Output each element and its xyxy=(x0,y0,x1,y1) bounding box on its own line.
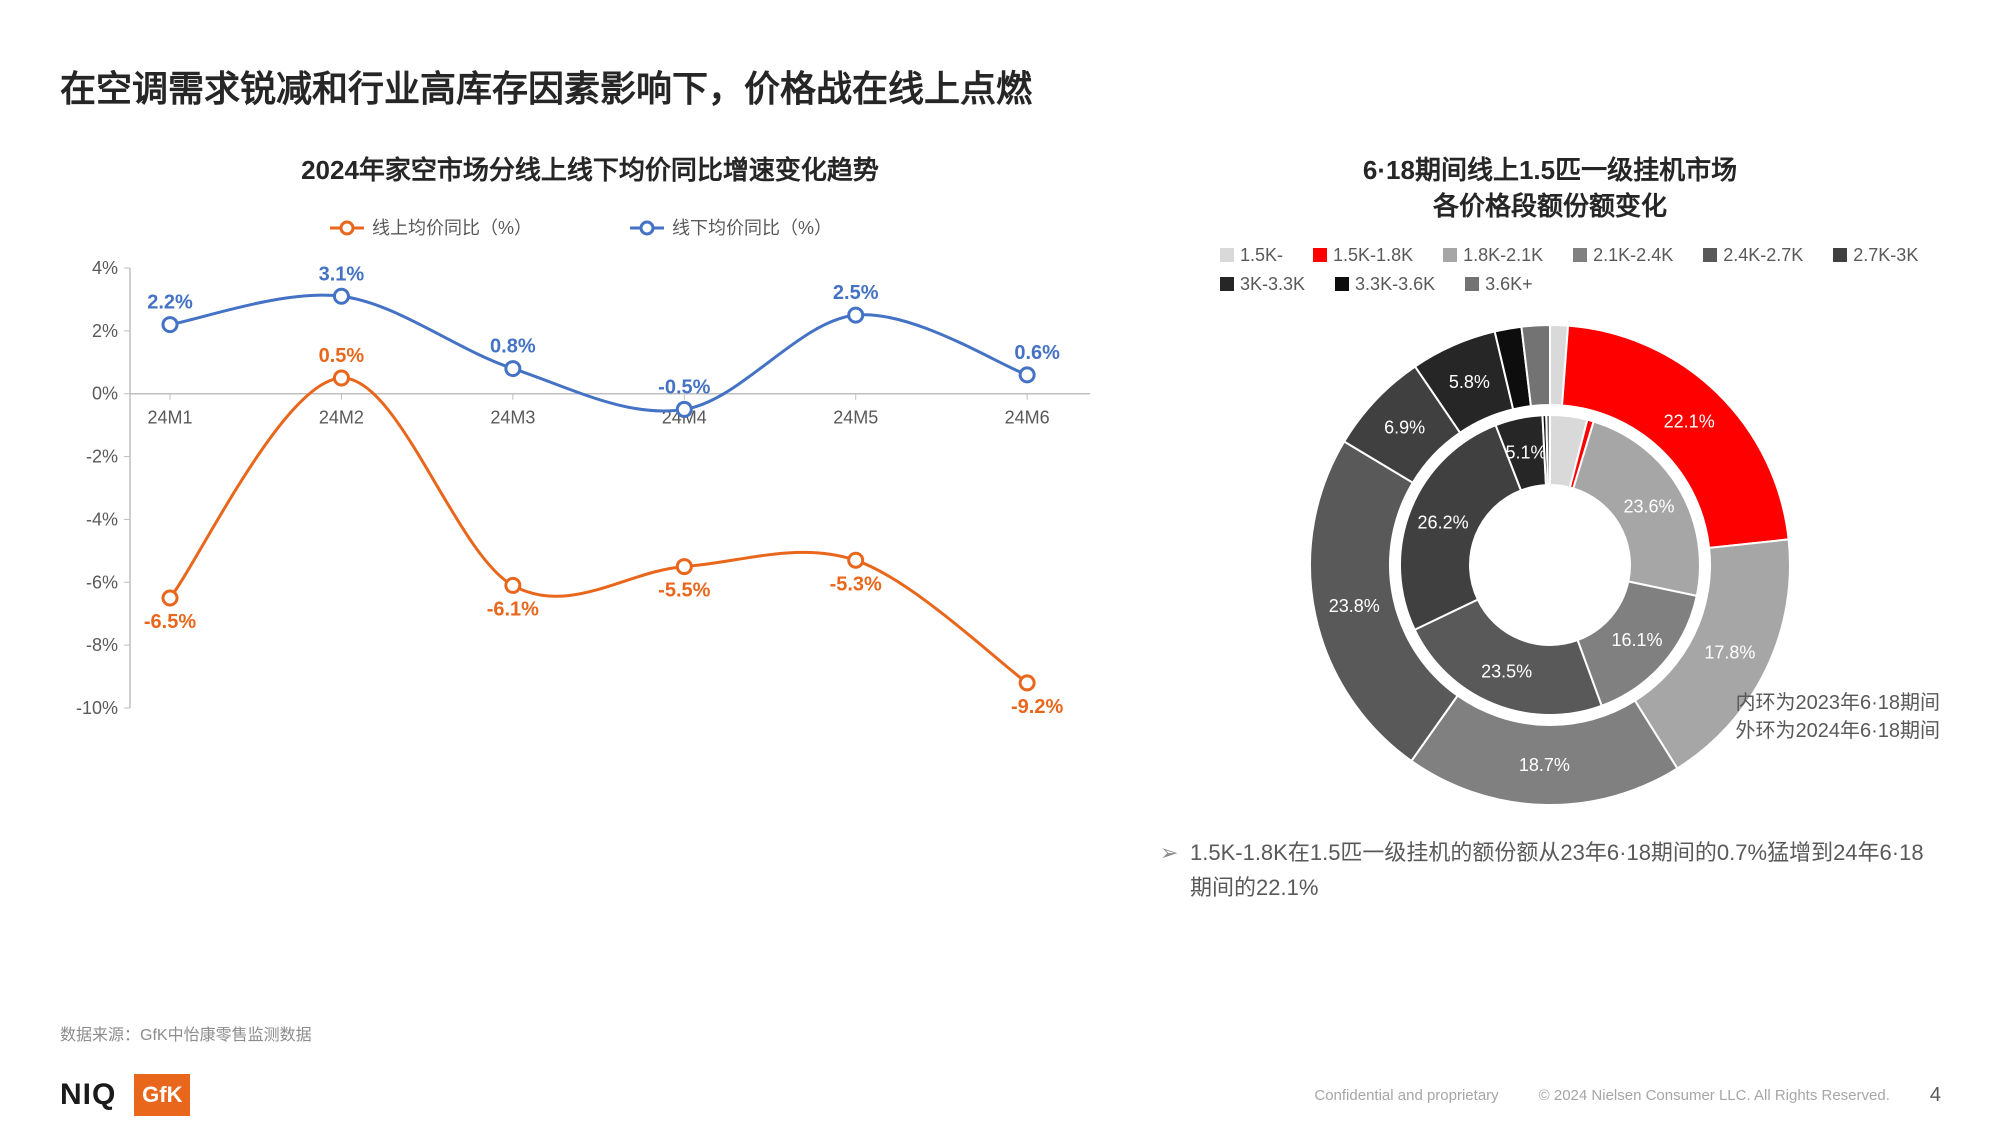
donut-legend: 1.5K- 1.5K-1.8K 1.8K-2.1K 2.1K-2.4K 2.4K-2.7… xyxy=(1160,245,1940,295)
svg-text:-2%: -2% xyxy=(86,447,118,467)
svg-text:17.8%: 17.8% xyxy=(1704,642,1755,662)
svg-text:-5.5%: -5.5% xyxy=(658,580,710,602)
legend-item: 3.3K-3.6K xyxy=(1335,274,1435,295)
svg-text:2.5%: 2.5% xyxy=(833,283,879,305)
donut-chart-panel: 6·18期间线上1.5匹一级挂机市场 各价格段额份额变化 1.5K- 1.5K-1… xyxy=(1160,152,1940,905)
source-note: 数据来源：GfK中怡康零售监测数据 xyxy=(60,1021,312,1045)
svg-text:-6%: -6% xyxy=(86,573,118,593)
svg-text:-10%: -10% xyxy=(76,698,118,718)
svg-text:-4%: -4% xyxy=(86,510,118,530)
svg-text:16.1%: 16.1% xyxy=(1611,630,1662,650)
legend-item: 2.4K-2.7K xyxy=(1703,245,1803,266)
svg-text:-9.2%: -9.2% xyxy=(1011,696,1063,718)
legend-item: 2.1K-2.4K xyxy=(1573,245,1673,266)
legend-item: 1.5K-1.8K xyxy=(1313,245,1413,266)
svg-text:5.1%: 5.1% xyxy=(1505,442,1546,462)
svg-text:2%: 2% xyxy=(92,321,118,341)
svg-text:24M5: 24M5 xyxy=(833,408,878,428)
confidential-text: Confidential and proprietary xyxy=(1314,1087,1498,1104)
svg-text:24M1: 24M1 xyxy=(147,408,192,428)
svg-text:0.5%: 0.5% xyxy=(319,345,365,367)
line-chart: -10%-8%-6%-4%-2%0%2%4%24M124M224M324M424… xyxy=(60,208,1120,768)
svg-text:-6.1%: -6.1% xyxy=(487,599,539,621)
donut-chart-title: 6·18期间线上1.5匹一级挂机市场 各价格段额份额变化 xyxy=(1160,152,1940,225)
donut-chart: 22.1% 17.8% 18.7% 23.8% 6.9% 5.8% 23.6% 16.1% 23… xyxy=(1290,305,1810,825)
legend-item: 3.6K+ xyxy=(1465,274,1533,295)
svg-text:-5.3%: -5.3% xyxy=(830,574,882,596)
page-number: 4 xyxy=(1930,1084,1941,1107)
footer: NIQ GfK Confidential and proprietary © 2… xyxy=(0,1065,2001,1125)
svg-text:23.5%: 23.5% xyxy=(1481,661,1532,681)
svg-text:-6.5%: -6.5% xyxy=(144,611,196,633)
svg-text:-0.5%: -0.5% xyxy=(658,377,710,399)
svg-text:4%: 4% xyxy=(92,258,118,278)
legend-item: 1.5K- xyxy=(1220,245,1283,266)
svg-text:线下均价同比（%）: 线下均价同比（%） xyxy=(672,218,832,238)
svg-text:24M3: 24M3 xyxy=(490,408,535,428)
svg-text:0%: 0% xyxy=(92,384,118,404)
svg-text:0.8%: 0.8% xyxy=(490,336,536,358)
svg-text:线上均价同比（%）: 线上均价同比（%） xyxy=(372,218,532,238)
legend-item: 1.8K-2.1K xyxy=(1443,245,1543,266)
svg-text:5.8%: 5.8% xyxy=(1449,372,1490,392)
svg-text:6.9%: 6.9% xyxy=(1384,417,1425,437)
legend-item: 3K-3.3K xyxy=(1220,274,1305,295)
logo-niq: NIQ xyxy=(60,1078,116,1112)
svg-text:-8%: -8% xyxy=(86,636,118,656)
logo-gfk: GfK xyxy=(134,1074,190,1116)
line-chart-panel: 2024年家空市场分线上线下均价同比增速变化趋势 -10% -8% -6% -4% -2… xyxy=(60,152,1120,905)
line-chart-title: 2024年家空市场分线上线下均价同比增速变化趋势 xyxy=(60,152,1120,188)
svg-text:22.1%: 22.1% xyxy=(1664,411,1715,431)
svg-text:2.2%: 2.2% xyxy=(147,292,193,314)
donut-ring-note: 内环为2023年6·18期间 外环为2024年6·18期间 xyxy=(1735,689,1940,745)
copyright-text: © 2024 Nielsen Consumer LLC. All Rights … xyxy=(1539,1087,1890,1104)
svg-text:18.7%: 18.7% xyxy=(1519,755,1570,775)
svg-text:24M6: 24M6 xyxy=(1005,408,1050,428)
donut-bullet-note: 1.5K-1.8K在1.5匹一级挂机的额份额从23年6·18期间的0.7%猛增到… xyxy=(1160,835,1940,905)
svg-text:23.8%: 23.8% xyxy=(1329,596,1380,616)
page-title: 在空调需求锐减和行业高库存因素影响下，价格战在线上点燃 xyxy=(60,60,1941,112)
svg-text:23.6%: 23.6% xyxy=(1623,496,1674,516)
svg-text:3.1%: 3.1% xyxy=(319,264,365,286)
svg-text:24M2: 24M2 xyxy=(319,408,364,428)
svg-text:26.2%: 26.2% xyxy=(1418,512,1469,532)
svg-text:0.6%: 0.6% xyxy=(1014,342,1060,364)
legend-item: 2.7K-3K xyxy=(1833,245,1918,266)
